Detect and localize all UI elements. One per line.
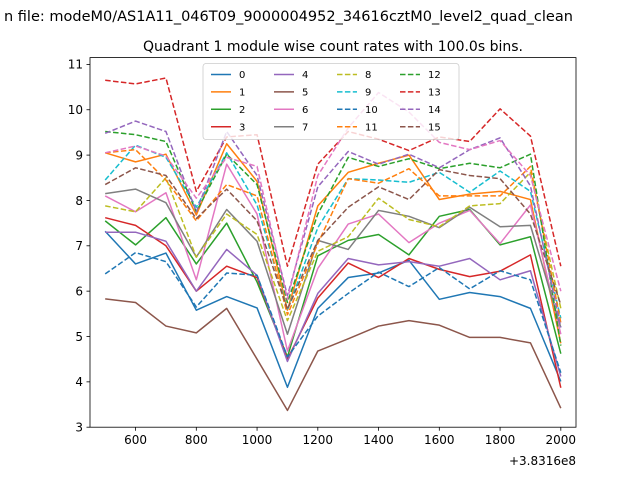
y-tick-label: 10 <box>68 103 83 117</box>
series-line-5 <box>105 298 562 412</box>
x-offset-label: +3.8316e8 <box>509 454 576 468</box>
legend-label-2: 2 <box>239 105 245 116</box>
series-line-14 <box>104 120 562 328</box>
series-line-12 <box>105 130 562 346</box>
series-line-extra-16 <box>105 91 562 301</box>
y-tick-label: 8 <box>75 194 83 208</box>
series-line-10 <box>104 251 562 374</box>
legend-label-12: 12 <box>428 70 441 81</box>
series-line-2 <box>104 208 562 358</box>
series-line-13 <box>105 77 562 267</box>
legend-label-11: 11 <box>365 122 378 133</box>
series-line-8 <box>105 171 562 322</box>
legend-label-1: 1 <box>239 88 245 99</box>
legend-label-10: 10 <box>365 105 378 116</box>
x-tick-label: 600 <box>124 433 147 447</box>
x-tick-label: 1200 <box>303 433 334 447</box>
x-tick-label: 1400 <box>363 433 394 447</box>
legend-label-9: 9 <box>365 88 371 99</box>
figure-suptitle: n file: modeM0/AS1A11_046T09_9000004952_… <box>4 9 573 25</box>
y-tick-label: 6 <box>75 284 83 298</box>
series-line-0 <box>104 230 562 389</box>
y-tick-label: 3 <box>75 421 83 435</box>
legend-label-13: 13 <box>428 88 441 99</box>
plot-frame <box>89 57 577 428</box>
series-line-6 <box>104 163 562 352</box>
axes: 600 800 1000 1200 1400 1600 1800 20003456789101… <box>68 57 577 447</box>
legend-label-8: 8 <box>365 70 371 81</box>
y-tick-label: 11 <box>68 58 83 72</box>
y-tick-label: 5 <box>75 330 83 344</box>
x-tick-label: 800 <box>185 433 208 447</box>
series-line-9 <box>104 144 562 319</box>
x-tick-label: 1800 <box>485 433 516 447</box>
legend-label-0: 0 <box>239 70 245 81</box>
x-tick-label: 2000 <box>546 433 577 447</box>
legend-label-5: 5 <box>302 88 308 99</box>
x-tick-label: 1000 <box>242 433 273 447</box>
series-line-11 <box>105 148 562 324</box>
legend-label-4: 4 <box>302 70 308 81</box>
legend-label-7: 7 <box>302 122 308 133</box>
series-line-3 <box>105 216 562 388</box>
series-lines <box>104 77 562 412</box>
legend-label-15: 15 <box>428 122 441 133</box>
y-tick-label: 9 <box>75 148 83 162</box>
legend-box <box>202 63 460 140</box>
series-line-15 <box>104 167 562 311</box>
series-line-7 <box>105 188 562 335</box>
series-line-4 <box>105 231 562 377</box>
x-tick-label: 1600 <box>424 433 455 447</box>
legend-label-3: 3 <box>239 122 245 133</box>
y-tick-label: 7 <box>75 239 83 253</box>
series-line-1 <box>104 143 562 344</box>
legend-label-6: 6 <box>302 105 308 116</box>
chart-title: Quadrant 1 module wise count rates with … <box>143 39 523 55</box>
legend-label-14: 14 <box>428 105 441 116</box>
y-tick-label: 4 <box>75 375 83 389</box>
